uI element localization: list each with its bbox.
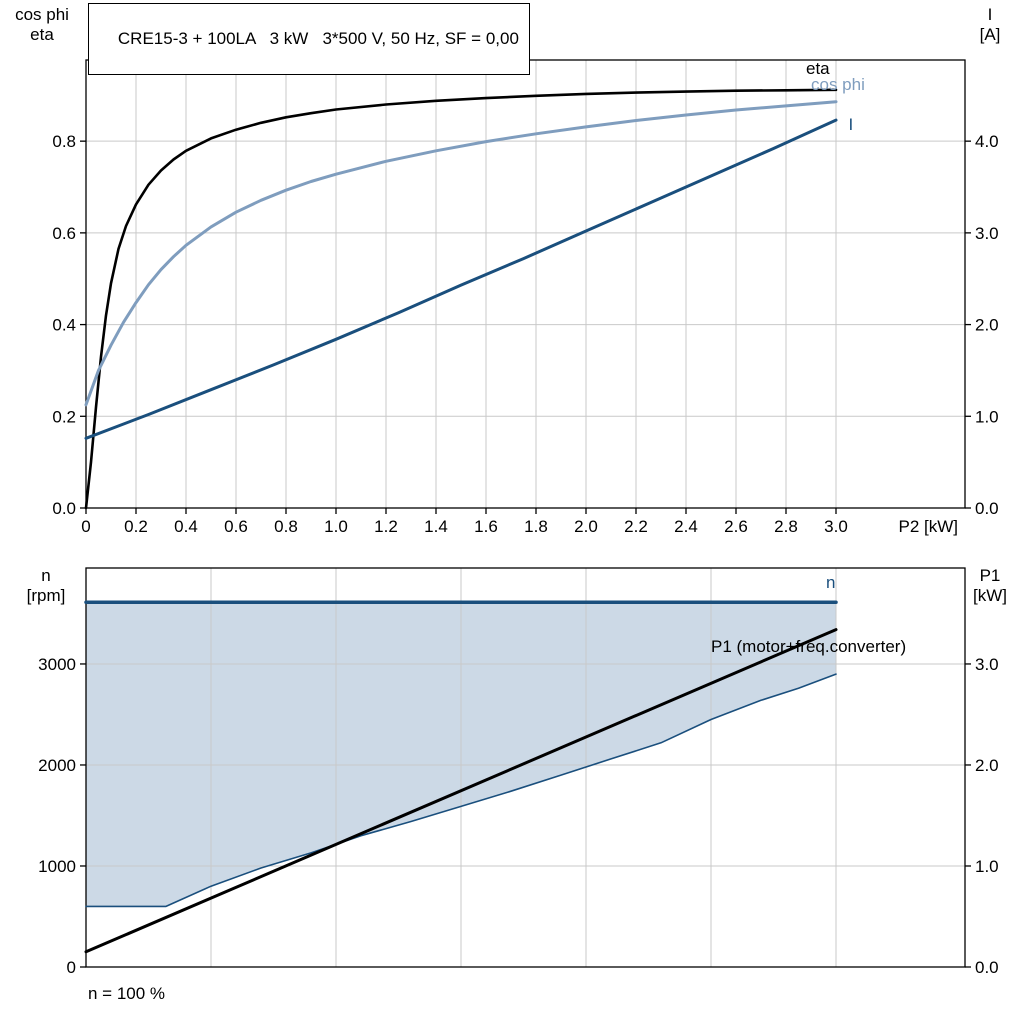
upper-left-axis-title: cos phi eta <box>6 5 78 45</box>
series-label-p1-motor-freq-converter: P1 (motor+freq.converter) <box>711 637 906 656</box>
x-tick-label: 0.6 <box>224 517 248 536</box>
left-y-tick-label: 3000 <box>38 655 76 674</box>
x-tick-label: 1.0 <box>324 517 348 536</box>
right-y-tick-label: 2.0 <box>975 756 999 775</box>
right-y-tick-label: 4.0 <box>975 132 999 151</box>
axis-title-p1-unit: [kW] <box>973 586 1007 605</box>
lower-right-axis-title: P1 [kW] <box>962 566 1018 606</box>
x-tick-label: 1.4 <box>424 517 448 536</box>
x-tick-label: 1.8 <box>524 517 548 536</box>
axis-title-cos-phi: cos phi <box>15 5 69 24</box>
right-y-tick-label: 2.0 <box>975 316 999 335</box>
x-tick-label: 0 <box>81 517 90 536</box>
left-y-tick-label: 1000 <box>38 857 76 876</box>
chart-title-box: CRE15-3 + 100LA 3 kW 3*500 V, 50 Hz, SF … <box>88 3 530 75</box>
axis-title-eta: eta <box>30 25 54 44</box>
upper-right-axis-title: I [A] <box>962 5 1018 45</box>
right-y-tick-label: 1.0 <box>975 407 999 426</box>
axis-title-speed: n <box>41 566 51 585</box>
x-tick-label: 0.8 <box>274 517 298 536</box>
series-label-n: n <box>826 573 835 592</box>
lower-left-axis-title: n [rpm] <box>14 566 78 606</box>
right-y-tick-label: 3.0 <box>975 224 999 243</box>
x-tick-label: 2.6 <box>724 517 748 536</box>
left-y-tick-label: 0.6 <box>52 224 76 243</box>
x-tick-label: 2.2 <box>624 517 648 536</box>
chart-1: 0 1000 2000 3000 0.0 1.0 2.0 3.0 n P1 (motor+freq… <box>38 567 999 977</box>
x-tick-label: 1.2 <box>374 517 398 536</box>
axis-title-speed-unit: [rpm] <box>26 586 66 605</box>
left-y-tick-label: 0.4 <box>52 316 76 335</box>
plot-frame <box>85 59 966 509</box>
x-tick-label: 0.2 <box>124 517 148 536</box>
series-label-eta: eta <box>806 59 830 78</box>
series-eta-curve <box>84 88 838 510</box>
axis-title-current-unit: [A] <box>979 25 1001 44</box>
x-tick-label: 0.4 <box>174 517 198 536</box>
x-tick-label: 2.8 <box>774 517 798 536</box>
x-tick-label: 2.0 <box>574 517 598 536</box>
series-speed-limit-curve-curve <box>85 673 837 908</box>
left-y-tick-label: 2000 <box>38 756 76 775</box>
chart-0: 0 0.2 0.4 0.6 0.8 1.0 1.2 1.4 1.6 1.8 2.0 2.2 2.4 2.6… <box>52 59 998 536</box>
left-y-tick-label: 0.0 <box>52 499 76 518</box>
x-tick-label: 2.4 <box>674 517 698 536</box>
right-y-tick-label: 0.0 <box>975 499 999 518</box>
series-label-i: I <box>849 115 854 134</box>
left-y-tick-label: 0.8 <box>52 132 76 151</box>
x-axis-unit-label: P2 [kW] <box>899 517 959 536</box>
x-tick-label: 3.0 <box>824 517 848 536</box>
axis-title-p1: P1 <box>979 566 1001 585</box>
left-y-tick-label: 0 <box>67 958 76 977</box>
series-label-cos-phi: cos phi <box>811 75 865 94</box>
series-i-curve <box>84 118 838 440</box>
x-tick-label: 1.6 <box>474 517 498 536</box>
left-y-tick-label: 0.2 <box>52 407 76 426</box>
chart-title: CRE15-3 + 100LA 3 kW 3*500 V, 50 Hz, SF … <box>117 29 519 48</box>
axis-title-current: I <box>987 5 993 24</box>
right-y-tick-label: 3.0 <box>975 655 999 674</box>
right-y-tick-label: 0.0 <box>975 958 999 977</box>
series-cos-phi-curve <box>84 100 838 407</box>
speed-percentage-footnote: n = 100 % <box>88 984 166 1003</box>
series-p1-motor-freq-converter-curve <box>84 628 838 954</box>
plot-frame <box>85 567 966 968</box>
right-y-tick-label: 1.0 <box>975 857 999 876</box>
